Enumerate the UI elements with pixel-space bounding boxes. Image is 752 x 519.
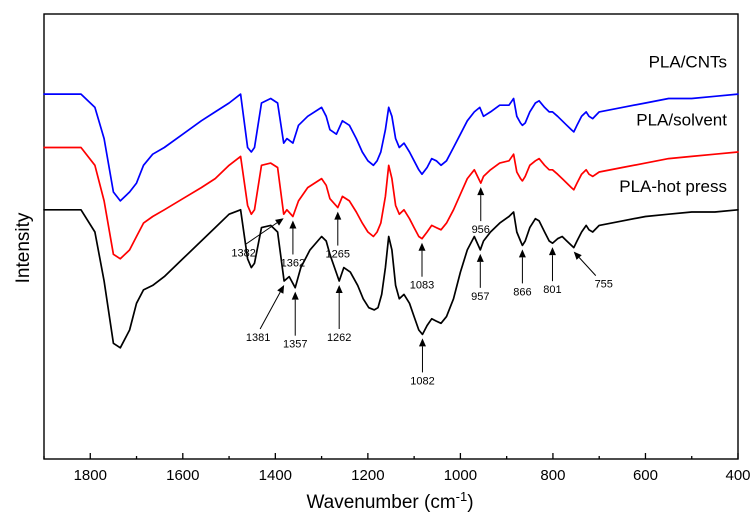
x-tick-label-1800: 1800	[74, 467, 107, 484]
annotation-label-957: 957	[471, 291, 489, 303]
annotation-arrowhead-801	[548, 247, 556, 256]
x-tick-label-600: 600	[633, 467, 658, 484]
series-line-0	[43, 93, 739, 202]
annotation-label-1083: 1083	[410, 280, 434, 292]
annotation-label-755: 755	[595, 279, 613, 291]
annotation-arrowhead-1362	[289, 220, 297, 229]
annotation-arrowhead-1381	[277, 285, 285, 294]
series-line-2	[43, 208, 739, 349]
annotation-arrowhead-957	[476, 253, 484, 262]
x-tick-label-1400: 1400	[259, 467, 292, 484]
annotation-label-1362: 1362	[281, 257, 305, 269]
annotation-arrow-755	[578, 257, 597, 276]
annotation-arrow-1382	[245, 222, 278, 245]
annotation-label-801: 801	[543, 284, 561, 296]
annotation-arrow-1381	[259, 291, 281, 330]
x-tick-label-1000: 1000	[444, 467, 477, 484]
x-axis-title: Wavenumber (cm-1)	[306, 489, 473, 513]
x-tick-label-400: 400	[725, 467, 750, 484]
annotation-arrowhead-1265	[334, 211, 342, 220]
annotation-label-866: 866	[513, 286, 531, 298]
annotation-label-1382: 1382	[231, 247, 255, 259]
annotation-arrowhead-1357	[291, 291, 299, 300]
x-tick-label-1200: 1200	[351, 467, 384, 484]
annotation-arrowhead-1082	[418, 338, 426, 347]
annotation-arrowhead-956	[477, 187, 485, 196]
annotation-arrowhead-866	[518, 249, 526, 258]
series-line-1	[43, 146, 739, 260]
x-tick-label-800: 800	[540, 467, 565, 484]
y-axis-title: Intensity	[13, 212, 34, 283]
x-axis-ticks: 1800 1600 1400 1200 1000 800 600 400	[43, 453, 751, 484]
series-label-0: PLA/CNTs	[649, 52, 727, 71]
annotation-arrowhead-1262	[335, 285, 343, 293]
series-label-2: PLA-hot press	[619, 177, 727, 196]
annotation-label-956: 956	[472, 224, 490, 236]
annotation-arrowhead-755	[573, 251, 582, 260]
annotation-arrowhead-1083	[418, 242, 426, 251]
annotation-arrowhead-1382	[275, 218, 284, 226]
series-lines	[43, 93, 739, 349]
annotation-label-1357: 1357	[283, 339, 307, 351]
peak-annotations: 1382 1362 1265 1083 956 1381 1357 1262 1082 957 86…	[231, 187, 613, 387]
annotation-label-1082: 1082	[410, 375, 434, 387]
annotation-label-1262: 1262	[327, 332, 351, 344]
x-tick-label-1600: 1600	[166, 467, 199, 484]
annotation-label-1265: 1265	[326, 249, 350, 261]
series-labels: PLA/CNTs PLA/solvent PLA-hot press	[619, 52, 727, 196]
annotation-label-1381: 1381	[246, 332, 270, 344]
series-label-1: PLA/solvent	[636, 110, 727, 129]
plot-frame	[43, 13, 739, 460]
